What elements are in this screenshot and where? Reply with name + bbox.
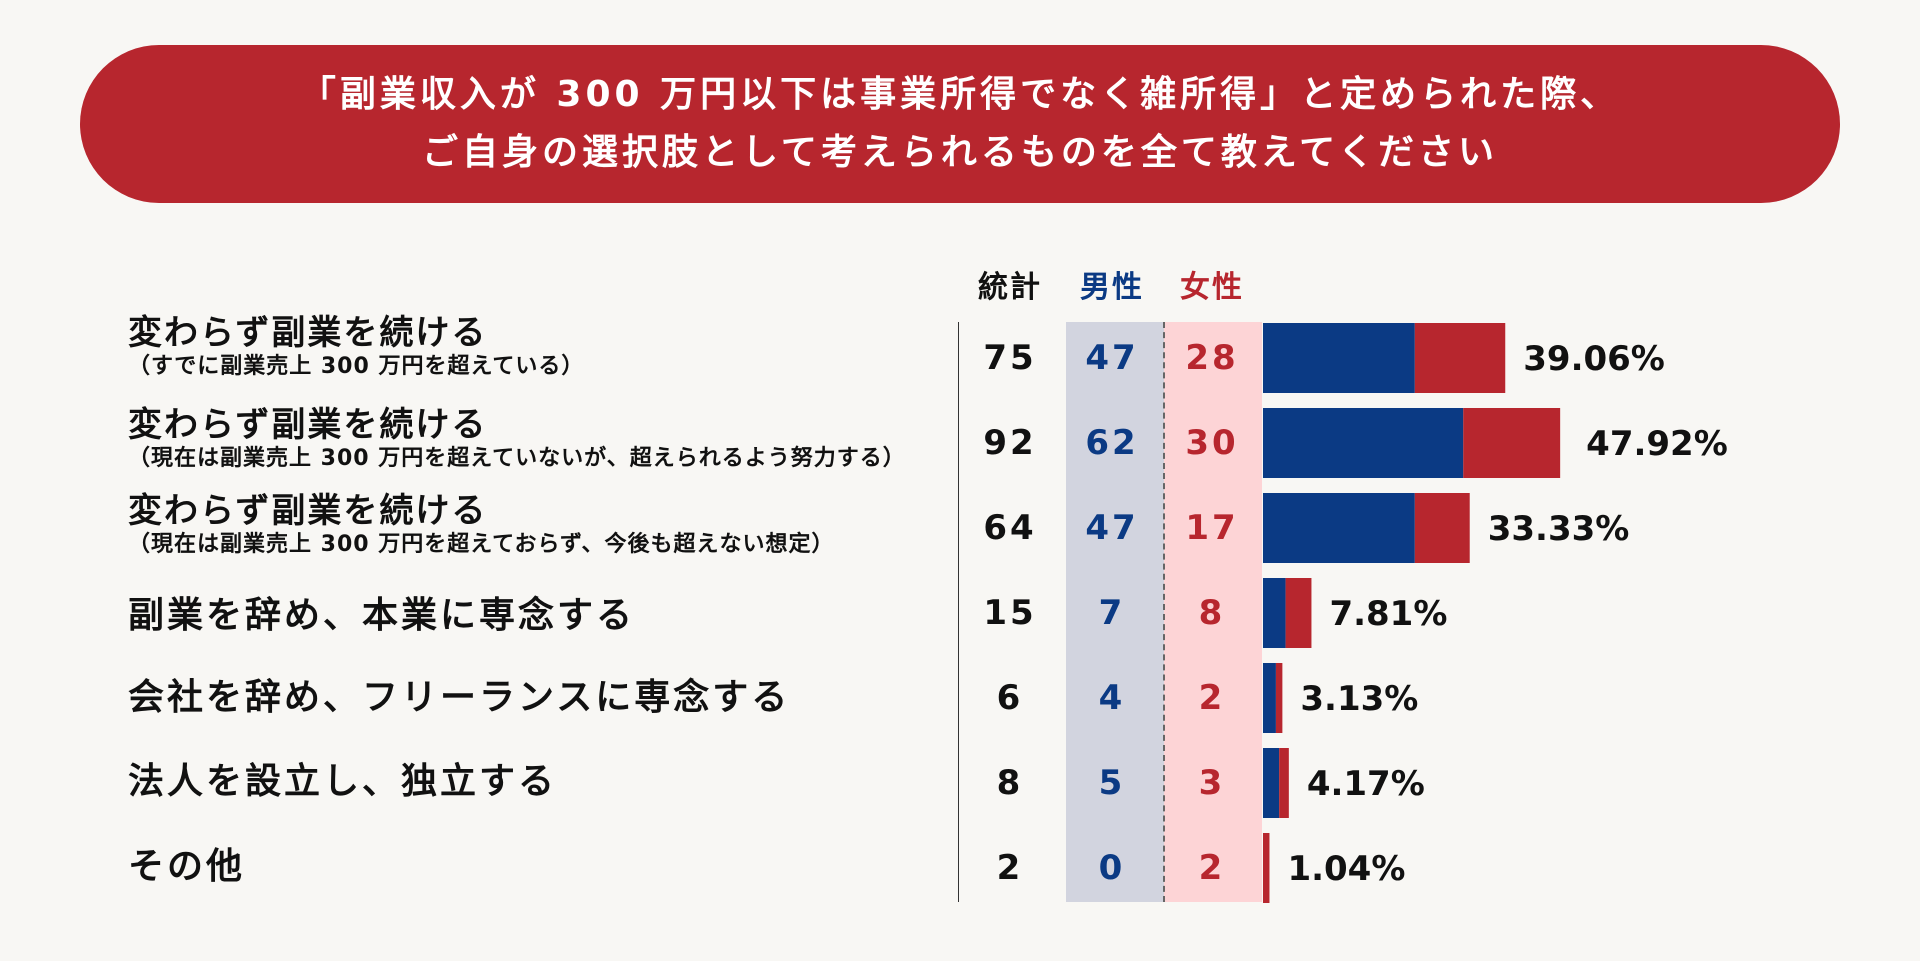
- row-label-2: 変わらず副業を続ける （現在は副業売上 300 万円を超えていないが、超えられる…: [128, 405, 906, 473]
- male-column-background: [1066, 322, 1164, 902]
- pct-label-6: 4.17%: [1307, 764, 1425, 804]
- row-6-female: 3: [1198, 763, 1226, 803]
- row-1-female: 28: [1185, 338, 1239, 378]
- header-male: 男性: [1080, 270, 1144, 305]
- row-4-total: 15: [983, 593, 1037, 633]
- row-1-male: 47: [1085, 338, 1139, 378]
- bar-male-6: [1263, 748, 1280, 818]
- bar-female-2: [1463, 408, 1561, 478]
- row-label-6: 法人を設立し、独立する: [128, 761, 558, 802]
- row-4-male: 7: [1098, 593, 1126, 633]
- row-label-1-main: 変わらず副業を続ける: [128, 313, 488, 353]
- female-column-background: [1164, 322, 1262, 902]
- bar-male-4: [1263, 578, 1286, 648]
- pct-label-7: 1.04%: [1287, 849, 1405, 889]
- row-1-total: 75: [983, 338, 1037, 378]
- bar-female-1: [1414, 323, 1506, 393]
- title-line-2: ご自身の選択肢として考えられるものを全て教えてください: [421, 132, 1499, 173]
- pct-label-3: 33.33%: [1488, 509, 1630, 549]
- row-5-female: 2: [1198, 678, 1226, 718]
- row-3-male: 47: [1085, 508, 1139, 548]
- bar-female-5: [1275, 663, 1283, 733]
- row-2-male: 62: [1085, 423, 1139, 463]
- pct-label-4: 7.81%: [1329, 594, 1447, 634]
- pct-label-2: 47.92%: [1586, 424, 1728, 464]
- row-5-total: 6: [996, 678, 1024, 718]
- pct-label-1: 39.06%: [1523, 339, 1665, 379]
- row-7-total: 2: [996, 848, 1024, 888]
- row-4-female: 8: [1198, 593, 1226, 633]
- row-label-2-sub: （現在は副業売上 300 万円を超えていないが、超えられるよう努力する）: [128, 446, 906, 471]
- pct-label-5: 3.13%: [1300, 679, 1418, 719]
- bar-male-1: [1263, 323, 1415, 393]
- title-line-1: 「副業収入が 300 万円以下は事業所得でなく雑所得」と定められた際、: [299, 74, 1621, 115]
- row-label-2-main: 変わらず副業を続ける: [128, 405, 488, 445]
- row-7-male: 0: [1098, 848, 1126, 888]
- bar-female-4: [1285, 578, 1312, 648]
- row-label-7: その他: [128, 846, 246, 887]
- row-label-4: 副業を辞め、本業に専念する: [128, 595, 636, 636]
- row-label-1: 変わらず副業を続ける （すでに副業売上 300 万円を超えている）: [128, 313, 584, 381]
- row-5-male: 4: [1098, 678, 1126, 718]
- row-2-female: 30: [1185, 423, 1239, 463]
- bar-female-3: [1414, 493, 1470, 563]
- bar-male-2: [1263, 408, 1464, 478]
- row-label-5: 会社を辞め、フリーランスに専念する: [128, 677, 791, 718]
- header-female: 女性: [1180, 270, 1244, 305]
- bar-male-5: [1263, 663, 1276, 733]
- row-6-total: 8: [996, 763, 1024, 803]
- row-6-male: 5: [1098, 763, 1126, 803]
- bar-male-3: [1263, 493, 1415, 563]
- row-label-3-main: 変わらず副業を続ける: [128, 491, 488, 531]
- row-3-total: 64: [983, 508, 1037, 548]
- row-label-3: 変わらず副業を続ける （現在は副業売上 300 万円を超えておらず、今後も超えな…: [128, 491, 835, 559]
- row-3-female: 17: [1185, 508, 1239, 548]
- header-total: 統計: [978, 270, 1042, 305]
- row-2-total: 92: [983, 423, 1037, 463]
- total-column-divider: [958, 322, 959, 902]
- row-label-1-sub: （すでに副業売上 300 万円を超えている）: [128, 354, 585, 379]
- gender-column-divider: [1163, 322, 1165, 902]
- row-7-female: 2: [1198, 848, 1226, 888]
- bar-female-7: [1263, 833, 1270, 903]
- bar-female-6: [1279, 748, 1289, 818]
- row-label-3-sub: （現在は副業売上 300 万円を超えておらず、今後も超えない想定）: [128, 532, 835, 557]
- title-banner: 「副業収入が 300 万円以下は事業所得でなく雑所得」と定められた際、 ご自身の…: [80, 45, 1840, 203]
